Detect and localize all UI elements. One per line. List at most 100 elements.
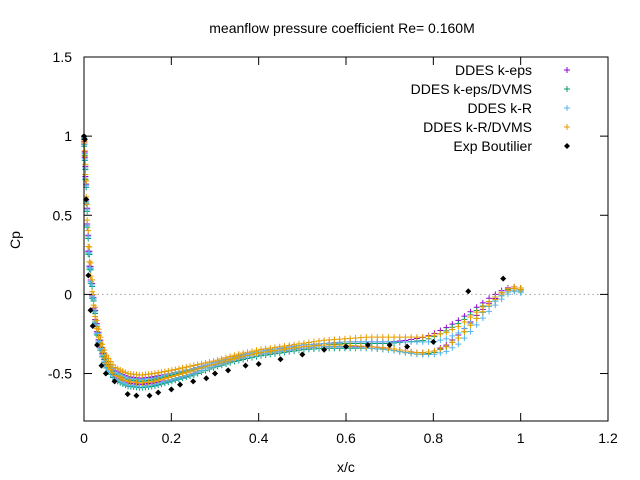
cfd-point: [467, 314, 474, 321]
cfd-point: [158, 369, 165, 376]
cfd-point: [374, 334, 381, 341]
x-tick-label: 0: [80, 430, 88, 446]
exp-point: [111, 378, 118, 385]
cfd-point: [449, 344, 456, 351]
cfd-point: [419, 349, 426, 356]
cfd-point: [455, 329, 462, 336]
cfd-point: [87, 259, 94, 266]
cfd-point: [86, 264, 93, 271]
cfd-point: [155, 369, 162, 376]
cfd-point: [122, 369, 129, 376]
exp-point: [203, 375, 210, 382]
cfd-point: [214, 360, 221, 367]
cfd-point: [479, 315, 486, 322]
cfd-point: [331, 342, 338, 349]
cfd-point: [443, 343, 450, 350]
cfd-point: [89, 276, 96, 283]
cfd-point: [408, 348, 415, 355]
legend-marker: [564, 67, 570, 73]
cfd-point: [419, 334, 426, 341]
cfd-point: [86, 243, 93, 250]
cfd-point: [449, 339, 456, 346]
x-tick-label: 0.4: [249, 430, 269, 446]
cfd-point: [168, 373, 175, 380]
cfd-point: [93, 317, 100, 324]
cfd-point: [425, 348, 432, 355]
cfd-point: [276, 346, 283, 353]
cfd-point: [271, 347, 278, 354]
exp-point: [98, 362, 105, 369]
cfd-point: [352, 342, 359, 349]
cfd-point: [473, 321, 480, 328]
exp-point: [177, 381, 184, 388]
cfd-point: [190, 367, 197, 374]
cfd-point: [413, 349, 420, 356]
cfd-point: [218, 359, 225, 366]
cfd-point: [449, 326, 456, 333]
cfd-point: [231, 355, 238, 362]
exp-point: [364, 342, 371, 349]
series-4: [81, 133, 507, 399]
cfd-point: [331, 336, 338, 343]
cfd-point: [107, 366, 114, 373]
cfd-point: [81, 147, 88, 154]
cfd-point: [103, 360, 110, 367]
cfd-point: [117, 366, 124, 373]
cfd-point: [461, 319, 468, 326]
cfd-point: [357, 334, 364, 341]
cfd-point: [244, 352, 251, 359]
exp-point: [94, 342, 101, 349]
cfd-point: [210, 361, 217, 368]
cfd-point: [82, 171, 89, 178]
cfd-point: [326, 336, 333, 343]
cfd-point: [172, 372, 179, 379]
cfd-point: [165, 367, 172, 374]
cfd-point: [473, 315, 480, 322]
cfd-point: [258, 349, 265, 356]
cfd-point: [179, 370, 186, 377]
exp-point: [321, 346, 328, 353]
cfd-point: [347, 335, 354, 342]
cfd-point: [122, 377, 129, 384]
cfd-point: [158, 376, 165, 383]
exp-point: [404, 343, 411, 350]
cfd-point: [396, 347, 403, 354]
cfd-point: [486, 308, 493, 315]
cfd-point: [357, 343, 364, 350]
exp-point: [500, 275, 507, 282]
series-3: [81, 133, 524, 386]
cfd-point: [101, 354, 108, 361]
legend-label: DDES k-R: [467, 100, 532, 116]
cfd-point: [511, 285, 518, 292]
x-tick-label: 0.6: [336, 430, 356, 446]
cfd-point: [363, 334, 370, 341]
cfd-point: [119, 376, 126, 383]
exp-point: [87, 307, 94, 314]
axis-ticks: [83, 56, 609, 421]
cfd-point: [391, 334, 398, 341]
cfd-point: [437, 345, 444, 352]
cfd-point: [235, 354, 242, 361]
cfd-point: [473, 309, 480, 316]
cfd-point: [168, 367, 175, 374]
cfd-point: [151, 378, 158, 385]
exp-point: [430, 338, 437, 345]
cfd-point: [92, 313, 99, 320]
cfd-point: [89, 288, 96, 295]
cfd-point: [253, 350, 260, 357]
cfd-point: [396, 334, 403, 341]
cfd-point: [467, 322, 474, 329]
cfd-point: [336, 342, 343, 349]
y-tick-label: 0.5: [53, 207, 73, 223]
cfd-point: [198, 364, 205, 371]
cfd-point: [326, 342, 333, 349]
x-tick-label: 1: [517, 430, 525, 446]
cfd-point: [379, 334, 386, 341]
exp-point: [124, 391, 131, 398]
exp-point: [242, 362, 249, 369]
cfd-point: [385, 334, 392, 341]
cfd-point: [281, 346, 288, 353]
cfd-point: [504, 287, 511, 294]
cfd-point: [249, 351, 255, 358]
cfd-point: [117, 374, 124, 381]
